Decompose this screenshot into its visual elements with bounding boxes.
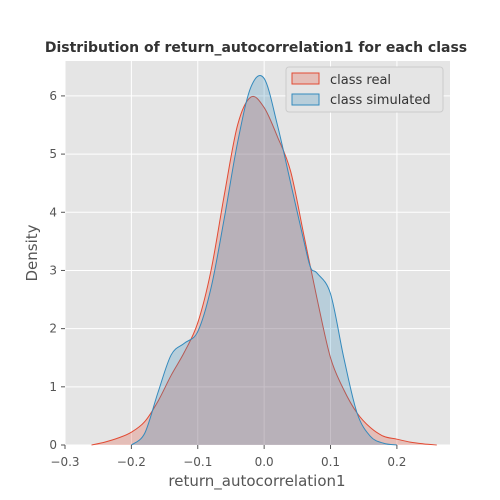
series-layer bbox=[91, 75, 437, 446]
legend-swatch-real bbox=[291, 72, 320, 85]
y-tick-label: 4 bbox=[49, 205, 57, 219]
legend: class real class simulated bbox=[285, 66, 444, 113]
legend-box bbox=[285, 66, 444, 113]
y-tick-label: 6 bbox=[49, 89, 57, 103]
x-tick-label: 0.1 bbox=[321, 455, 340, 469]
y-axis-label: Density bbox=[23, 224, 41, 281]
y-axis-ticks: 0 1 2 3 4 5 6 bbox=[49, 89, 65, 452]
y-tick-label: 5 bbox=[49, 147, 57, 161]
grid-lines bbox=[64, 61, 450, 446]
y-tick-label: 1 bbox=[49, 380, 57, 394]
legend-label-real: class real bbox=[330, 73, 391, 88]
y-tick-label: 0 bbox=[49, 438, 57, 452]
x-tick-label: −0.2 bbox=[117, 455, 146, 469]
chart-title: Distribution of return_autocorrelation1 … bbox=[45, 40, 467, 56]
y-tick-label: 3 bbox=[49, 263, 57, 277]
series-real-area bbox=[91, 96, 437, 446]
y-tick-label: 2 bbox=[49, 322, 57, 336]
x-tick-label: 0.2 bbox=[387, 455, 406, 469]
series-simulated-line bbox=[131, 75, 397, 446]
series-simulated-area bbox=[131, 75, 397, 446]
x-tick-label: −0.3 bbox=[50, 455, 79, 469]
legend-swatch-simulated bbox=[291, 93, 320, 106]
x-tick-label: −0.1 bbox=[183, 455, 212, 469]
plot-area bbox=[65, 61, 450, 445]
x-axis-ticks: −0.3 −0.2 −0.1 0.0 0.1 0.2 bbox=[50, 445, 406, 469]
series-real-line bbox=[91, 95, 437, 446]
x-tick-label: 0.0 bbox=[255, 455, 274, 469]
legend-label-simulated: class simulated bbox=[330, 93, 431, 108]
x-axis-label: return_autocorrelation1 bbox=[168, 472, 345, 491]
